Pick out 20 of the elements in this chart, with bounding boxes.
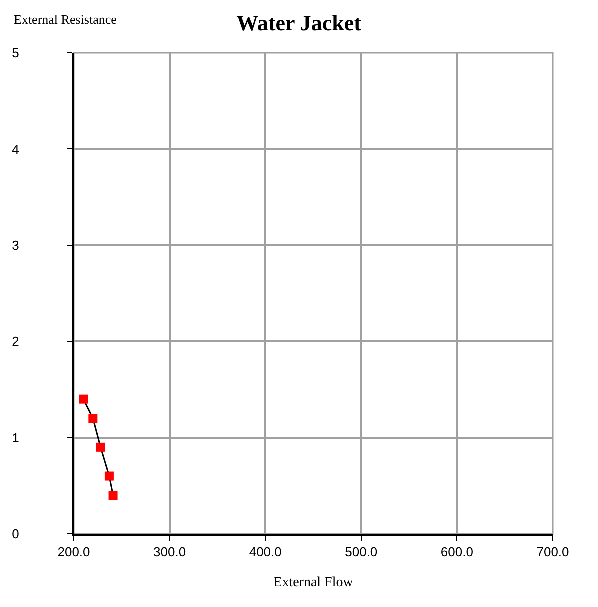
x-tick-label: 400.0	[249, 544, 282, 560]
point	[79, 394, 88, 404]
point	[88, 414, 98, 424]
x-axis-title: External Flow	[274, 575, 354, 590]
point	[108, 491, 118, 500]
y-tick-label: 2	[12, 334, 20, 350]
y-tick-label: 1	[12, 430, 20, 446]
y-axis-title: External Resistance	[14, 12, 118, 27]
y-tick-label: 4	[12, 142, 20, 157]
y-tick-label: 3	[12, 238, 20, 253]
chart-title: Water Jacket	[236, 10, 362, 36]
point	[96, 442, 106, 452]
y-tick-label: 0	[12, 526, 20, 542]
x-tick-label: 500.0	[345, 544, 378, 560]
x-tick-label: 300.0	[154, 544, 186, 560]
point	[104, 472, 114, 481]
x-tick-label: 600.0	[440, 544, 474, 560]
x-tick-label: 700.0	[536, 544, 570, 560]
x-tick-label: 200.0	[58, 544, 90, 560]
y-tick-label: 5	[12, 46, 20, 61]
